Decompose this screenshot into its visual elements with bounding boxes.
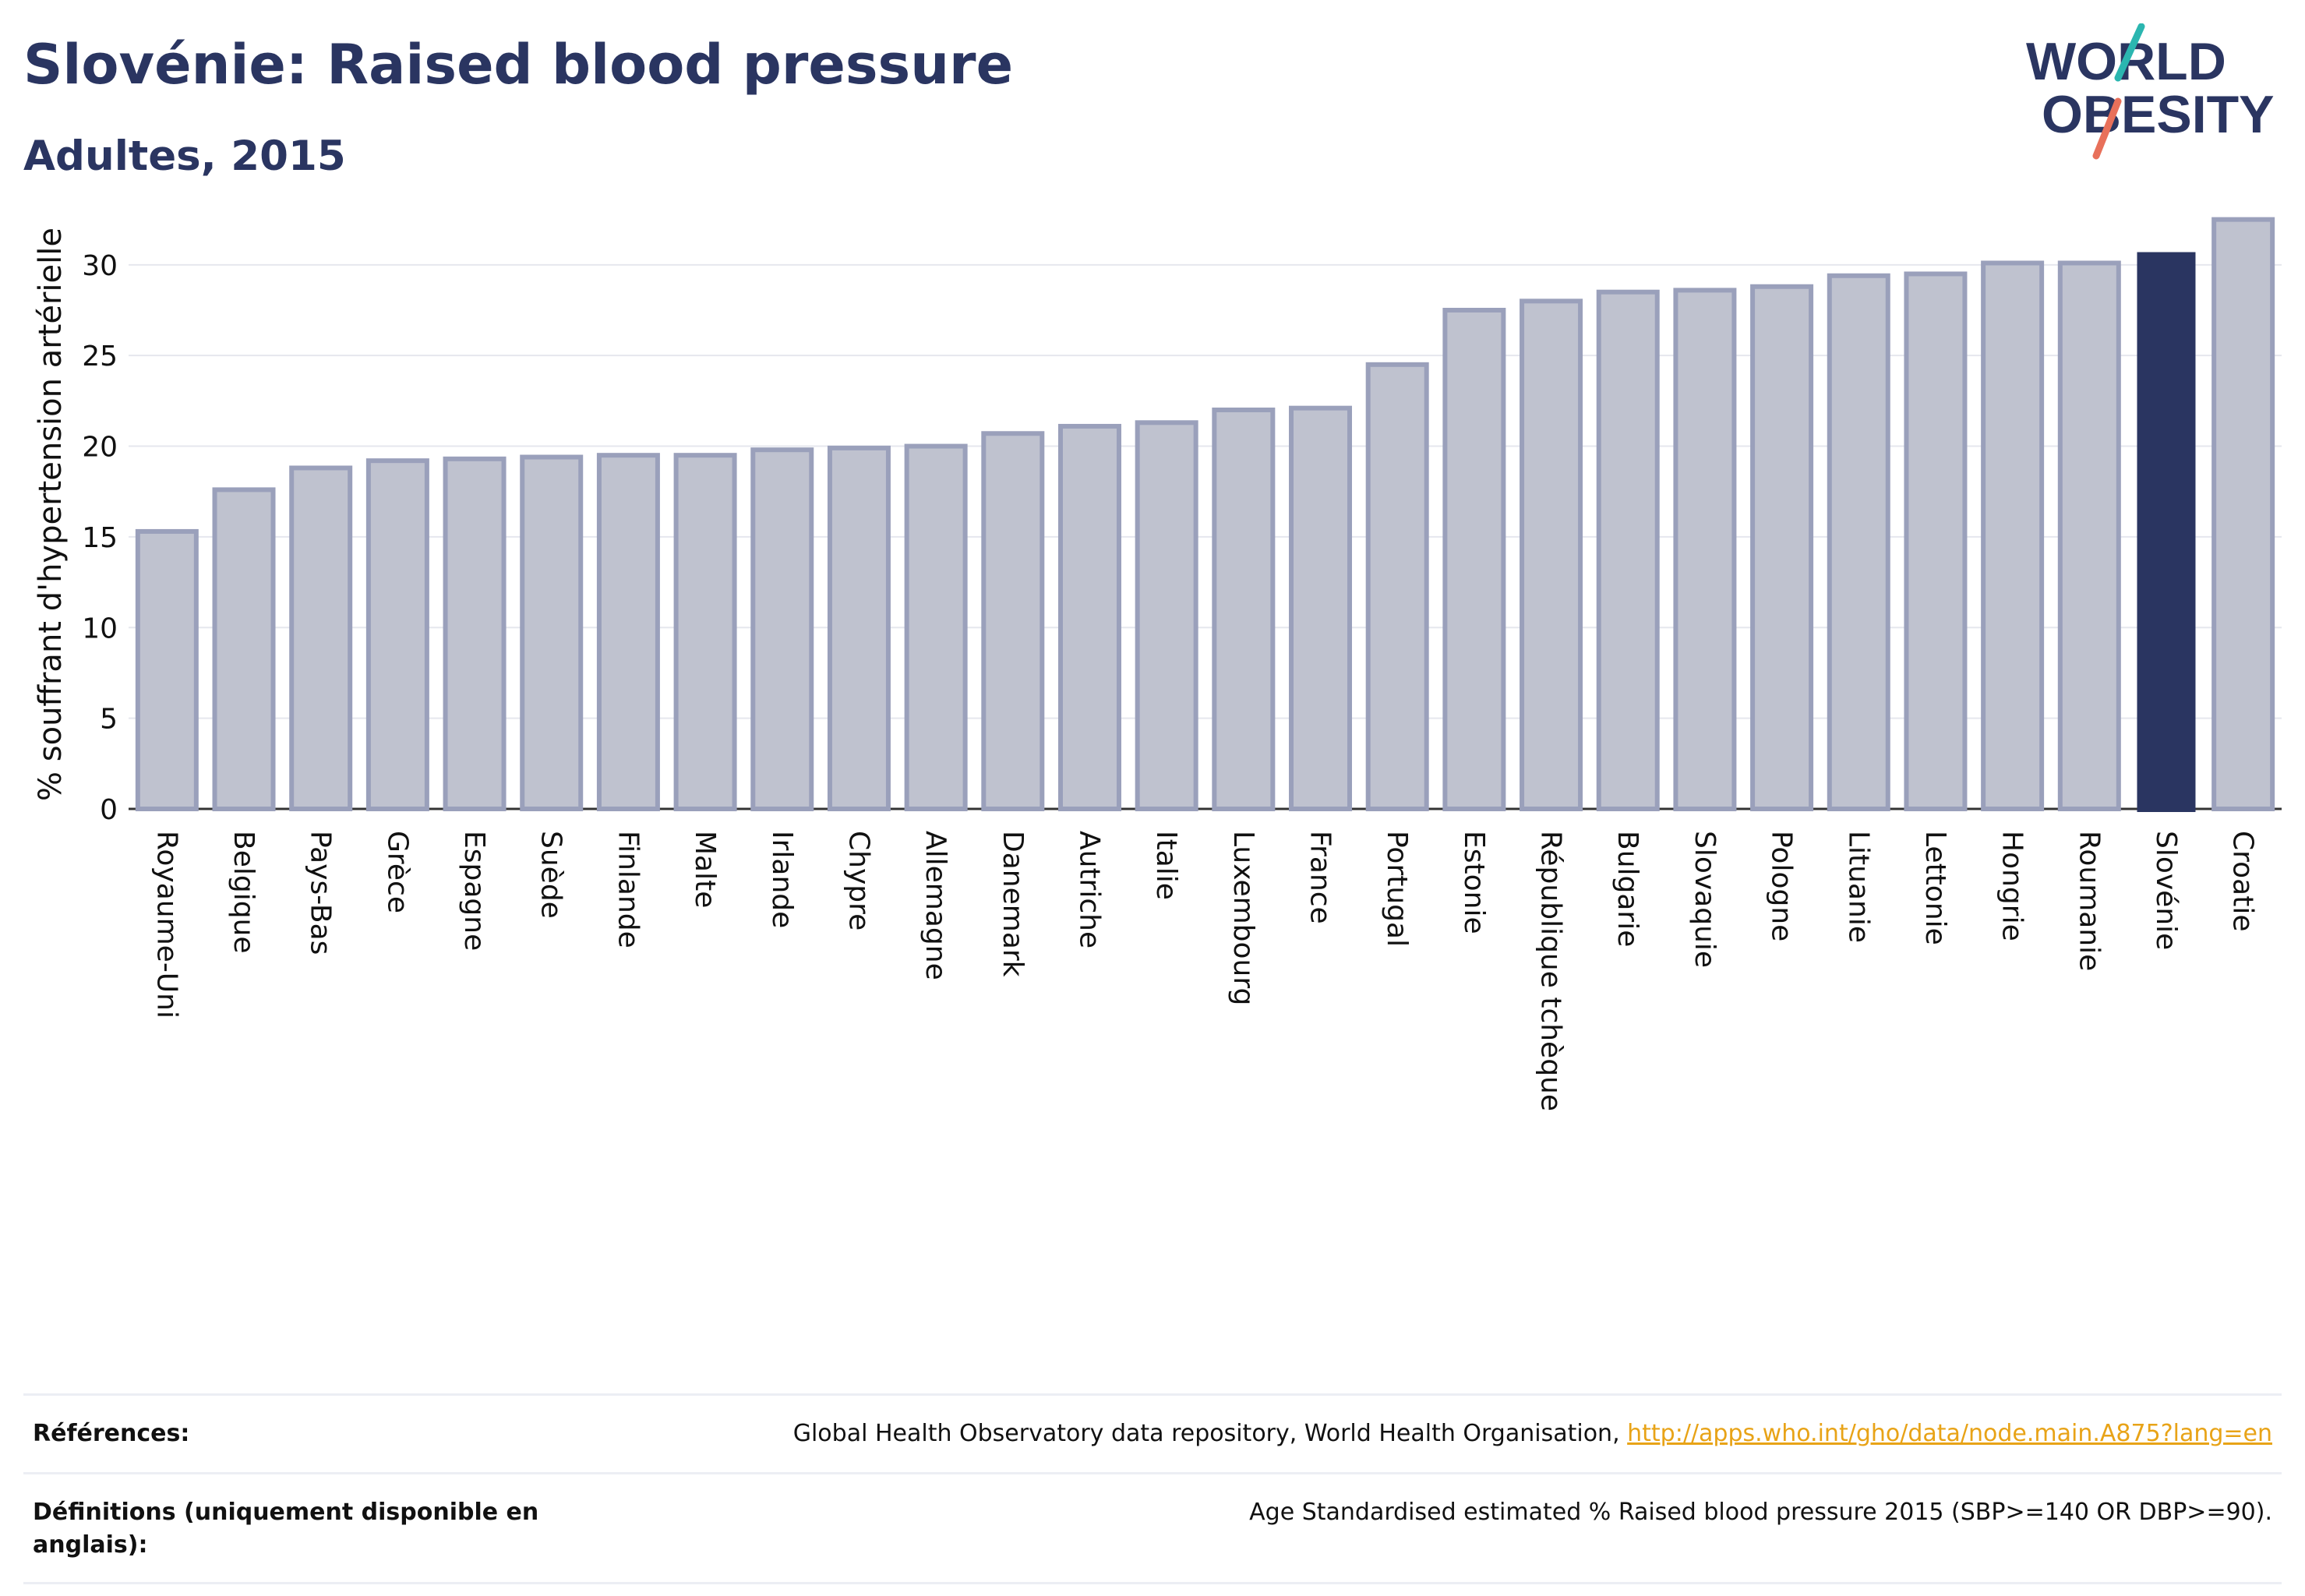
x-tick-label: Espagne <box>458 831 490 951</box>
x-tick-label: Pays-Bas <box>305 831 337 955</box>
x-tick-label: Lettonie <box>1919 831 1951 945</box>
bar <box>1673 288 1737 811</box>
x-tick-label: Slovénie <box>2150 831 2182 950</box>
bar <box>2057 260 2121 811</box>
x-tick-label: Finlande <box>612 831 644 948</box>
bar <box>1212 408 1276 811</box>
bar-highlight <box>2137 252 2196 812</box>
x-tick-label: Grèce <box>381 831 413 913</box>
references-text: Global Health Observatory data repositor… <box>792 1420 1628 1447</box>
bar <box>1750 284 1814 811</box>
bar <box>673 453 737 811</box>
x-tick-label: Bulgarie <box>1611 831 1643 947</box>
bar <box>1981 260 2045 811</box>
bar <box>135 528 199 811</box>
bar <box>596 453 660 811</box>
x-tick-label: Irlande <box>766 831 798 928</box>
footer-references: Références: Global Health Observatory da… <box>23 1393 2282 1584</box>
bar <box>2211 217 2275 811</box>
bars <box>135 217 2275 812</box>
page-subtitle: Adultes, 2015 <box>23 132 346 180</box>
x-tick-label: Pologne <box>1766 831 1798 941</box>
y-tick-label: 0 <box>100 794 118 826</box>
bar <box>750 447 814 811</box>
x-tick-label: Portugal <box>1381 831 1413 947</box>
bar <box>1365 362 1429 811</box>
bar <box>904 443 968 812</box>
x-tick-label: Italie <box>1150 831 1182 900</box>
x-tick-label: Belgique <box>228 831 259 954</box>
x-tick-label: Roumanie <box>2073 831 2105 971</box>
x-tick-label: Suède <box>535 831 567 919</box>
logo-line2: OBESITY <box>2042 85 2275 144</box>
y-tick-label: 30 <box>82 250 118 282</box>
page-title: Slovénie: Raised blood pressure <box>23 33 1014 97</box>
references-value: Global Health Observatory data repositor… <box>793 1418 2272 1450</box>
bar <box>1442 308 1506 811</box>
y-tick-label: 25 <box>82 341 118 373</box>
bar <box>520 454 584 811</box>
bar <box>1135 420 1198 811</box>
y-axis-label: % souffrant d'hypertension artérielle <box>33 228 69 801</box>
x-tick-label: Danemark <box>997 831 1029 977</box>
x-tick-label: Malte <box>689 831 721 908</box>
logo-slash-coral <box>2092 97 2122 160</box>
x-tick-label: Royaume-Uni <box>150 831 182 1019</box>
bar-chart: 0 5 10 15 20 25 30 Royaume-Uni Belgique Pays-Bas… <box>33 217 2282 1111</box>
x-tick-label: Estonie <box>1458 831 1490 934</box>
y-tick-label: 15 <box>82 522 118 554</box>
x-tick-label: Chypre <box>842 831 874 930</box>
x-tick-label: Allemagne <box>920 831 951 980</box>
bar <box>289 465 353 811</box>
bar <box>212 487 276 812</box>
bar <box>1057 423 1121 811</box>
bar <box>1827 273 1890 812</box>
logo-slash-teal <box>2114 23 2145 82</box>
bar <box>1904 271 1968 812</box>
y-tick-label: 5 <box>100 704 118 736</box>
x-tick-label: Autriche <box>1073 831 1105 948</box>
x-tick-label: Luxembourg <box>1227 831 1259 1005</box>
y-tick-label: 20 <box>82 432 118 464</box>
y-tick-labels: 0 5 10 15 20 25 30 <box>82 250 118 826</box>
bar <box>827 445 891 811</box>
bar <box>1289 405 1353 811</box>
x-tick-label: Croatie <box>2227 831 2259 932</box>
references-link[interactable]: http://apps.who.int/gho/data/node.main.A… <box>1627 1420 2272 1447</box>
definitions-value: Age Standardised estimated % Raised bloo… <box>1249 1499 2272 1526</box>
x-tick-label: Hongrie <box>1996 831 2028 941</box>
bar <box>365 458 429 811</box>
x-tick-label: Lituanie <box>1842 831 1874 943</box>
x-tick-label: Slovaquie <box>1689 831 1721 968</box>
bar <box>981 431 1045 811</box>
x-tick-labels: Royaume-Uni Belgique Pays-Bas Grèce Espagne S… <box>150 831 2258 1111</box>
bar <box>1596 289 1660 811</box>
x-tick-label: France <box>1304 831 1336 924</box>
bar <box>1520 298 1583 811</box>
definitions-label: Définitions (uniquement disponible en an… <box>33 1499 539 1559</box>
x-tick-label: République tchèque <box>1535 831 1567 1111</box>
definitions-row: Définitions (uniquement disponible en an… <box>23 1472 2282 1584</box>
y-tick-label: 10 <box>82 613 118 644</box>
world-obesity-logo: WORLD OBESITY <box>2026 23 2275 160</box>
references-row: Références: Global Health Observatory da… <box>23 1393 2282 1472</box>
references-label: Références: <box>33 1420 190 1447</box>
bar <box>443 456 507 811</box>
